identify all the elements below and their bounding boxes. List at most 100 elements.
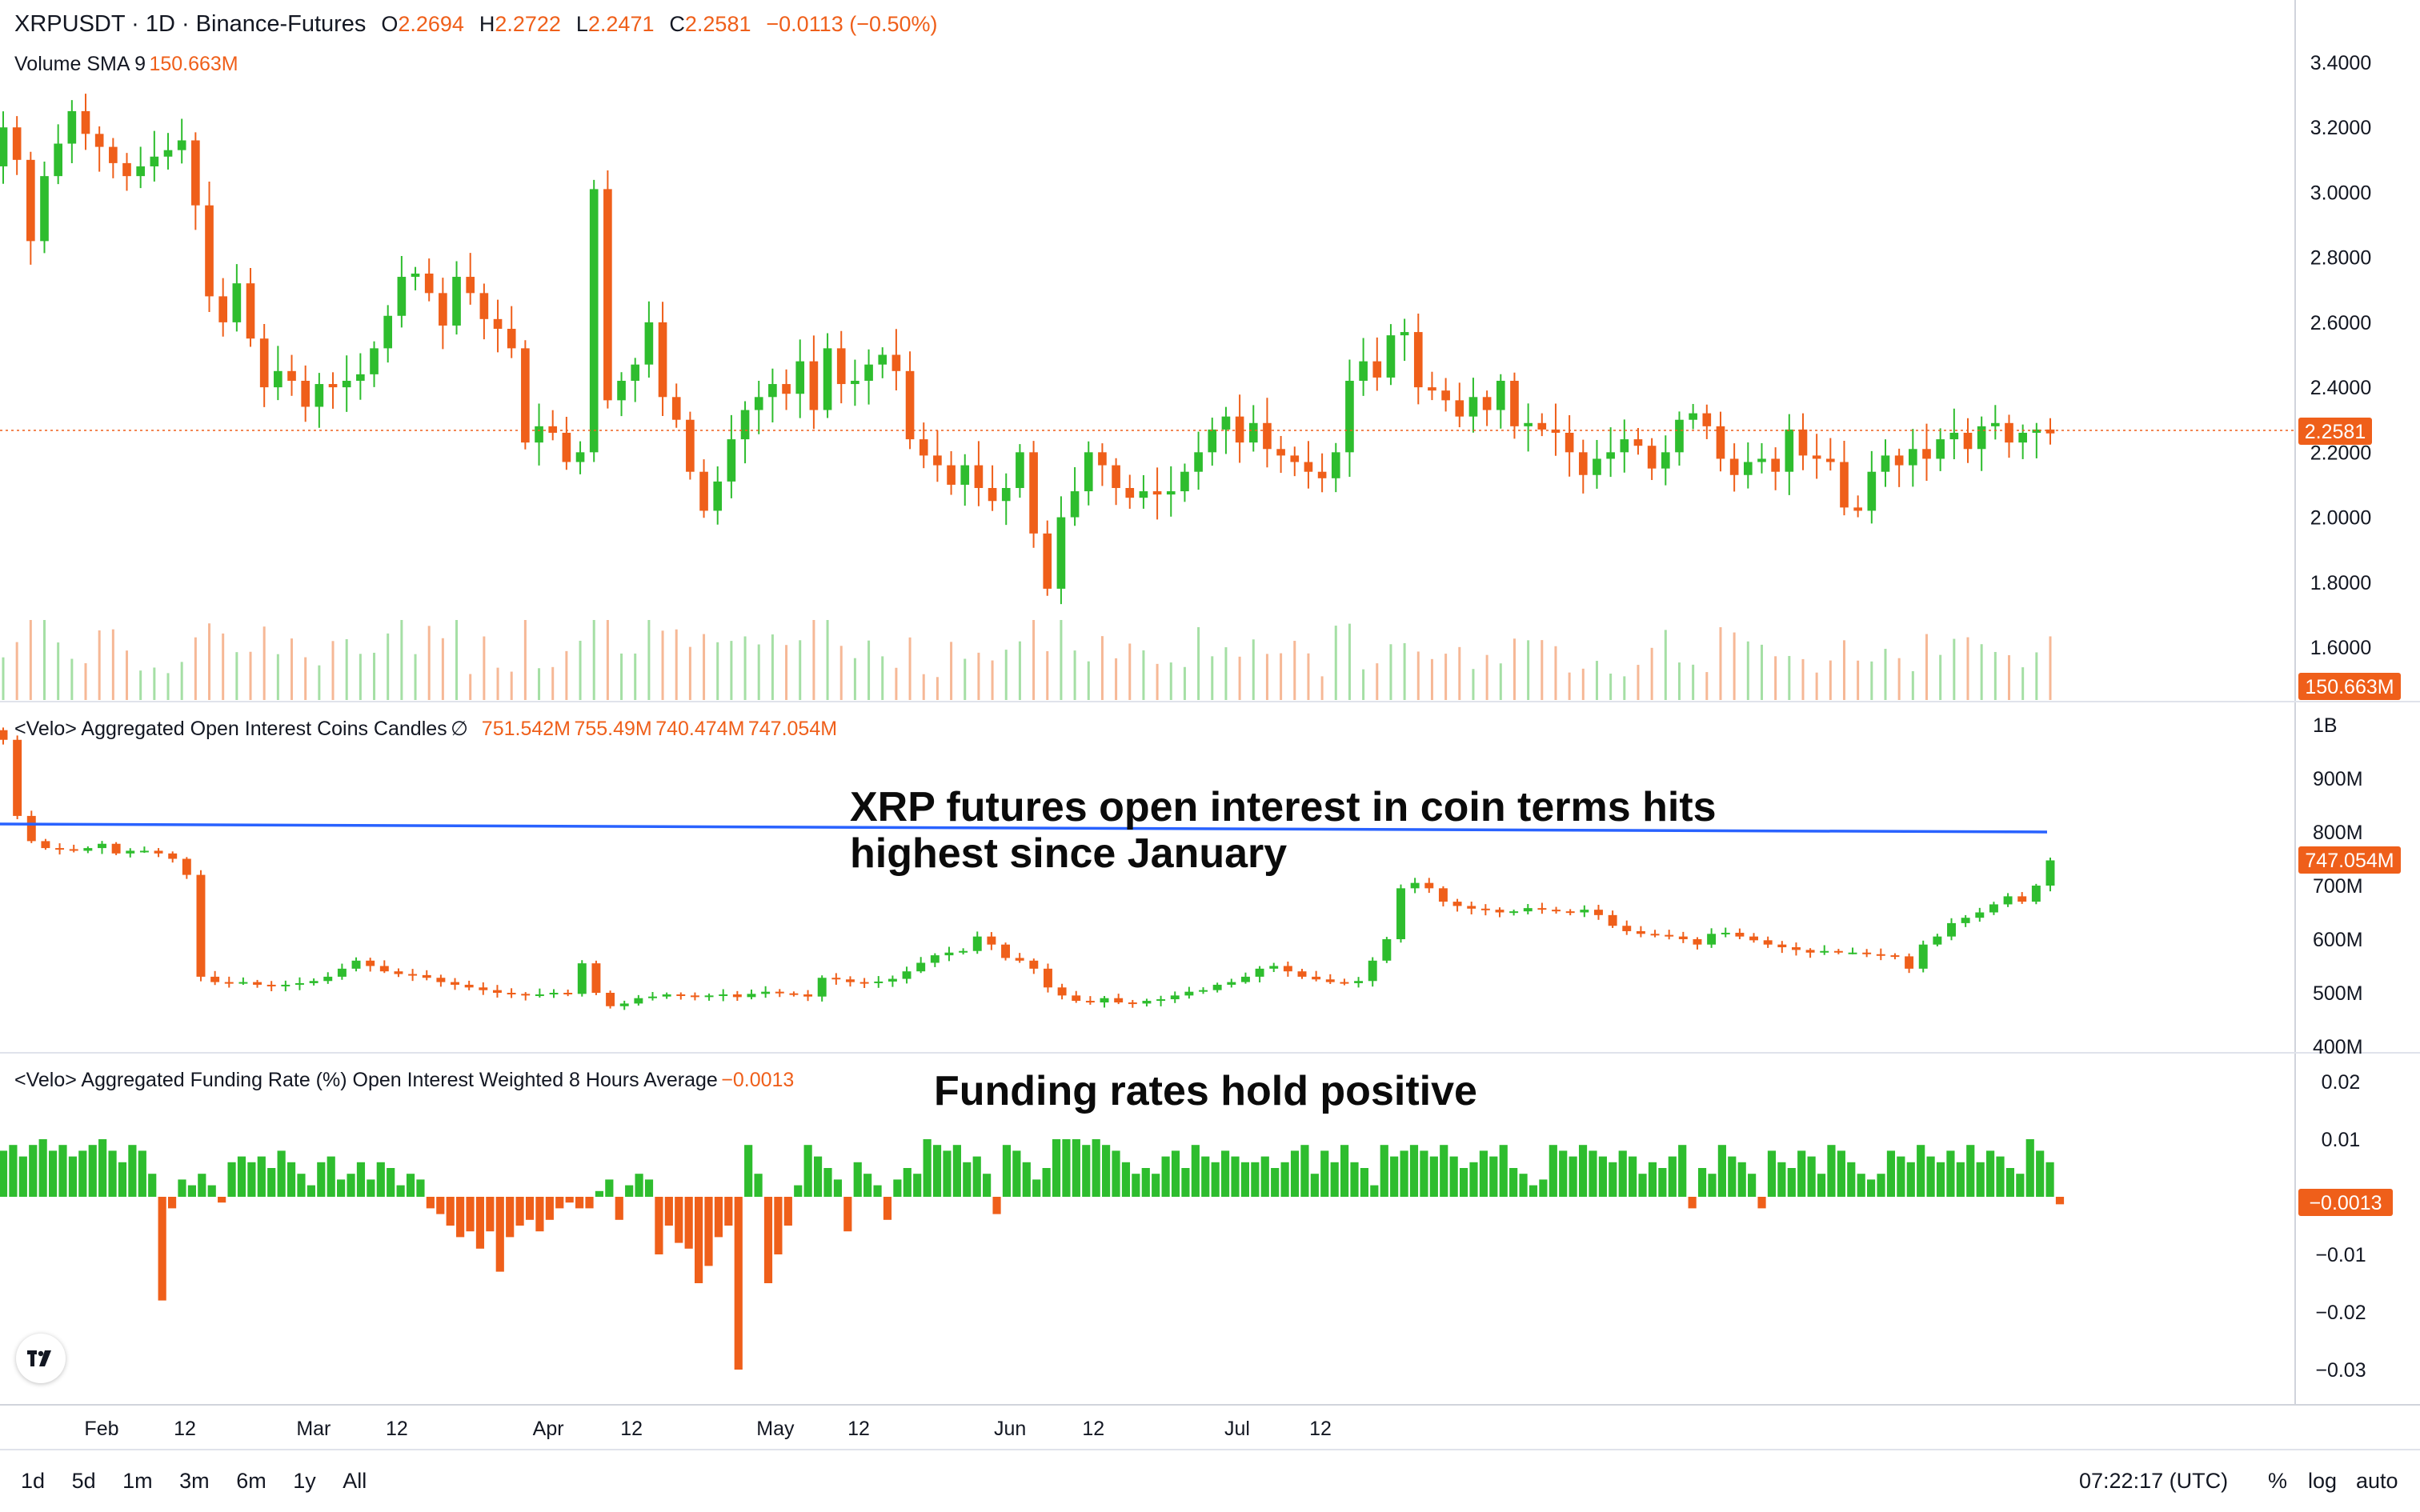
range-3m[interactable]: 3m <box>179 1469 210 1493</box>
volume-bar <box>579 640 582 700</box>
funding-bar <box>1936 1162 1945 1197</box>
funding-bar <box>18 1156 27 1197</box>
volume-bar <box>194 637 197 700</box>
volume-bar <box>565 650 568 700</box>
price-axis[interactable]: 3.4000 3.2000 3.0000 2.8000 2.6000 2.4000 2.20… <box>2310 52 2371 659</box>
time-tick-label: 12 <box>847 1418 870 1440</box>
range-all[interactable]: All <box>343 1469 367 1493</box>
oi-candle <box>1340 982 1349 984</box>
funding-bar <box>1737 1162 1746 1197</box>
oi-candle <box>1933 936 1942 945</box>
price-candle <box>1043 533 1052 589</box>
open-label: O <box>381 12 399 36</box>
price-candle <box>1633 439 1643 446</box>
funding-bar <box>1449 1156 1458 1197</box>
funding-rate-axis[interactable]: 0.02 0.01 −0.01 −0.02 −0.03 <box>2315 1071 2366 1382</box>
oi-candle <box>916 962 926 972</box>
price-candle <box>1565 432 1574 453</box>
funding-bar <box>1022 1162 1031 1197</box>
volume-bar <box>98 630 101 700</box>
funding-label[interactable]: <Velo> Aggregated Funding Rate (%) Open … <box>14 1069 718 1091</box>
funding-bar <box>963 1162 972 1197</box>
funding-bar <box>48 1150 58 1197</box>
volume-bar <box>991 660 994 700</box>
volume-bar <box>977 652 980 700</box>
oi-candle <box>337 968 347 977</box>
time-axis[interactable]: Feb 12 Mar 12 Apr 12 May 12 Jun 12 Jul 12 <box>84 1418 1332 1440</box>
price-candle <box>1441 390 1450 401</box>
utc-clock[interactable]: 07:22:17 (UTC) <box>2079 1469 2229 1493</box>
tradingview-logo[interactable] <box>16 1334 66 1383</box>
funding-bar <box>356 1162 366 1197</box>
funding-bar <box>1082 1145 1091 1197</box>
oi-candle <box>662 994 671 997</box>
range-1y[interactable]: 1y <box>293 1469 316 1493</box>
volume-bar <box>1348 623 1351 700</box>
volume-bar <box>400 620 403 700</box>
price-candle <box>1743 462 1753 475</box>
oi-candle <box>1297 971 1307 977</box>
funding-bar <box>545 1197 554 1220</box>
oi-candle <box>1947 922 1956 937</box>
auto-toggle[interactable]: auto <box>2356 1469 2398 1493</box>
oi-candle <box>253 982 262 985</box>
funding-bar <box>1748 1174 1757 1197</box>
price-candle <box>658 322 667 398</box>
volume-bar <box>1376 663 1379 700</box>
range-6m[interactable]: 6m <box>236 1469 266 1493</box>
percent-toggle[interactable]: % <box>2268 1469 2288 1493</box>
oi-candle <box>2017 896 2027 902</box>
volume-bar <box>1211 656 1214 700</box>
log-toggle[interactable]: log <box>2308 1469 2338 1493</box>
funding-bar <box>1002 1145 1012 1197</box>
funding-bar <box>1221 1150 1230 1197</box>
range-5d[interactable]: 5d <box>71 1469 96 1493</box>
oi-candle <box>859 982 869 984</box>
volume-bar <box>1100 636 1104 700</box>
volume-bar <box>1169 662 1172 700</box>
funding-bar <box>913 1174 922 1197</box>
price-candle <box>1413 332 1423 388</box>
volume-value: 150.663M <box>149 53 238 75</box>
funding-bar <box>1529 1185 1538 1197</box>
price-candle <box>439 293 447 326</box>
volume-bar <box>950 642 953 700</box>
funding-bar <box>1340 1145 1349 1197</box>
oi-label[interactable]: <Velo> Aggregated Open Interest Coins Ca… <box>14 718 447 740</box>
eye-icon[interactable]: ∅ <box>451 718 468 740</box>
oi-candle <box>55 848 65 850</box>
symbol-title[interactable]: XRPUSDT · 1D · Binance-Futures <box>14 11 367 37</box>
volume-bar <box>1966 637 1969 700</box>
price-candle <box>809 361 819 410</box>
volume-bar <box>1444 654 1448 700</box>
volume-label[interactable]: Volume SMA 9 <box>14 53 146 75</box>
oi-candle <box>1085 1001 1095 1003</box>
funding-bar <box>277 1150 286 1197</box>
oi-tick-label: 600M <box>2313 929 2363 951</box>
open-interest-axis[interactable]: 1B 900M 800M 700M 600M 500M 400M <box>2313 714 2363 1058</box>
volume-bar <box>1829 660 1832 700</box>
funding-bar <box>297 1174 306 1197</box>
volume-bar <box>304 657 307 700</box>
range-1d[interactable]: 1d <box>21 1469 46 1493</box>
price-candle <box>535 426 543 443</box>
oi-candle <box>1678 936 1688 939</box>
funding-bar <box>207 1185 216 1197</box>
funding-bar <box>1648 1162 1657 1197</box>
oi-trendline[interactable] <box>0 822 2048 834</box>
funding-bar <box>1728 1156 1737 1197</box>
volume-bar <box>1554 646 1557 700</box>
price-candle <box>1194 452 1203 472</box>
price-candle <box>1606 452 1615 459</box>
volume-bar <box>1801 658 1805 700</box>
oi-candle <box>1763 940 1773 945</box>
high-value: 2.2722 <box>495 12 561 36</box>
volume-bar <box>1334 626 1337 700</box>
funding-bar <box>843 1197 852 1232</box>
range-1m[interactable]: 1m <box>122 1469 153 1493</box>
funding-bar <box>1956 1162 1965 1197</box>
oi-candle <box>1749 936 1758 941</box>
price-candle <box>1056 517 1066 589</box>
price-candle <box>301 380 311 407</box>
